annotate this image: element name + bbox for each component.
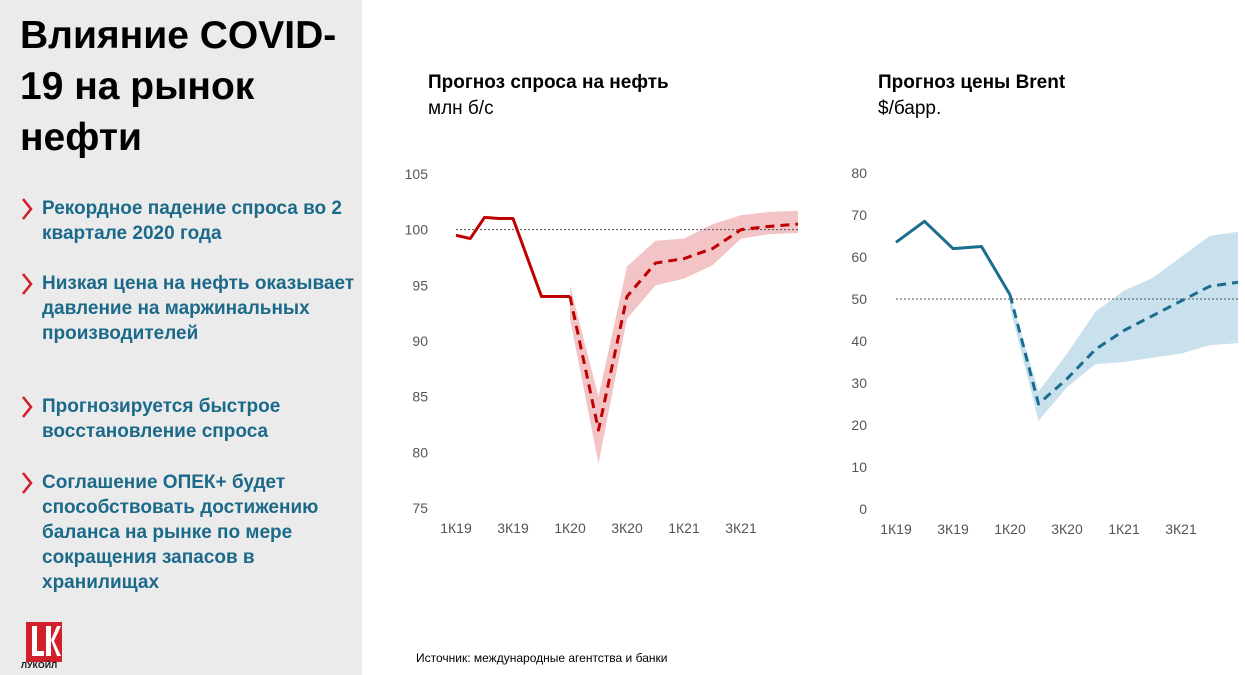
bullet-text: Прогнозируется быстрое восстановление сп… — [42, 396, 281, 442]
chevron-right-icon — [21, 198, 33, 220]
demand-y-tick-label: 85 — [412, 389, 428, 405]
sidebar-panel: Влияние COVID-19 на рынок нефти Рекордно… — [0, 0, 362, 675]
brent-chart-unit: $/барр. — [878, 98, 942, 119]
demand-y-tick-label: 75 — [412, 500, 428, 516]
slide-title: Влияние COVID-19 на рынок нефти — [20, 14, 337, 159]
bullet-text: Соглашение ОПЕК+ будет способствовать до… — [42, 472, 319, 593]
source-note: Источник: международные агентства и банк… — [416, 651, 668, 665]
lukoil-logo-icon — [26, 622, 62, 662]
demand-x-tick-label: 1К21 — [668, 520, 700, 536]
demand-x-tick-label: 1К20 — [554, 520, 586, 536]
demand-y-tick-label: 80 — [412, 444, 428, 460]
demand-y-tick-label: 105 — [405, 166, 429, 182]
demand-x-tick-label: 3К19 — [497, 520, 529, 536]
demand-x-tick-label: 1К19 — [440, 520, 472, 536]
chevron-right-icon — [21, 472, 33, 494]
demand-chart-unit: млн б/с — [428, 98, 494, 119]
chevron-right-icon — [21, 273, 33, 295]
chevron-right-icon — [21, 396, 33, 418]
logo-text: ЛУКОЙЛ — [21, 660, 58, 670]
demand-chart-title: Прогноз спроса на нефть — [428, 72, 669, 93]
demand-x-tick-label: 3К21 — [725, 520, 757, 536]
demand-x-tick-label: 3К20 — [611, 520, 643, 536]
brent-chart-title: Прогноз цены Brent — [878, 72, 1066, 93]
bullet-text: Низкая цена на нефть оказывает давление … — [42, 273, 355, 344]
demand-forecast-series-line — [568, 222, 799, 432]
bullet-text: Рекордное падение спроса во 2 квартале 2… — [42, 198, 342, 244]
demand-forecast-range-band — [570, 210, 798, 464]
demand-y-tick-label: 100 — [405, 222, 429, 238]
demand-y-tick-label: 95 — [412, 277, 428, 293]
demand-actual-series-line — [455, 215, 570, 298]
demand-y-tick-label: 90 — [412, 333, 428, 349]
